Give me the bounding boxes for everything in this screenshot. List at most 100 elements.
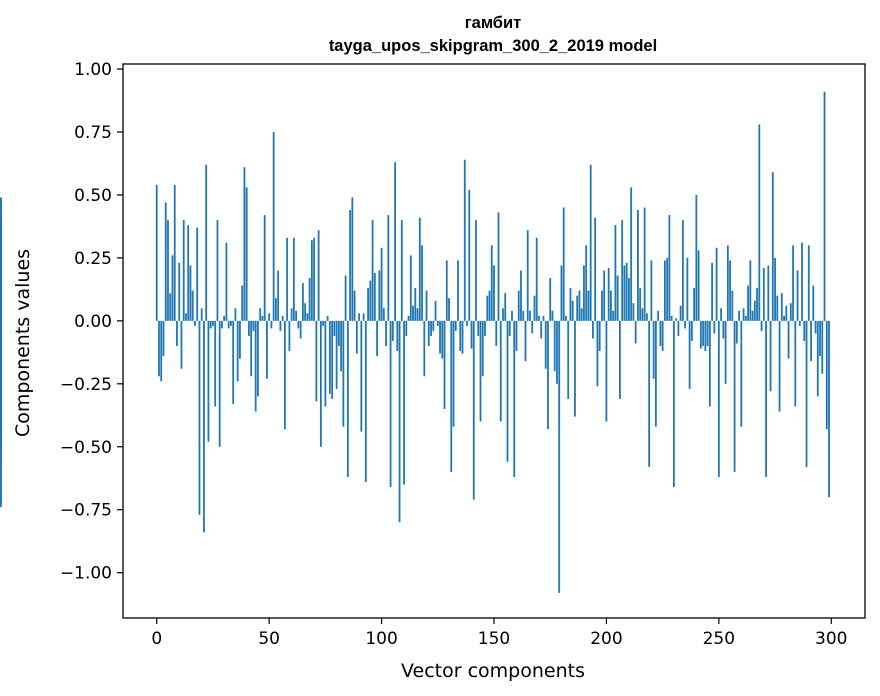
bar bbox=[533, 295, 536, 321]
bar bbox=[385, 320, 387, 347]
bar bbox=[306, 313, 309, 321]
bar bbox=[461, 320, 464, 354]
bar bbox=[389, 320, 392, 488]
bar bbox=[794, 320, 797, 407]
bar bbox=[776, 295, 779, 321]
y-tick-label: 0.25 bbox=[74, 249, 112, 269]
bar bbox=[551, 310, 554, 321]
bar bbox=[789, 303, 792, 321]
bar bbox=[292, 237, 295, 321]
bar bbox=[702, 320, 705, 347]
bar bbox=[436, 320, 439, 326]
bar bbox=[565, 315, 567, 321]
bar bbox=[160, 320, 163, 382]
bar bbox=[623, 265, 626, 321]
bar bbox=[558, 320, 561, 593]
bar bbox=[753, 300, 756, 321]
bar bbox=[252, 320, 255, 331]
bar bbox=[481, 320, 484, 377]
bar bbox=[722, 320, 725, 339]
bar bbox=[783, 315, 785, 321]
bar bbox=[524, 320, 527, 362]
bar bbox=[828, 320, 830, 498]
bar bbox=[207, 320, 210, 442]
bar bbox=[416, 308, 419, 321]
bar bbox=[479, 320, 482, 422]
bar bbox=[699, 320, 702, 349]
bar bbox=[765, 320, 767, 477]
bar bbox=[659, 320, 662, 347]
bar bbox=[769, 320, 772, 392]
bar bbox=[445, 260, 448, 321]
bar bbox=[724, 320, 727, 384]
bar bbox=[245, 187, 248, 321]
chart-title: гамбит bbox=[465, 14, 521, 32]
bar bbox=[493, 265, 495, 321]
x-tick-label: 150 bbox=[478, 629, 510, 649]
bar bbox=[580, 308, 583, 321]
bar bbox=[760, 320, 763, 331]
bar bbox=[517, 290, 520, 321]
bar bbox=[268, 313, 271, 321]
bar bbox=[450, 320, 453, 472]
bar bbox=[612, 310, 615, 321]
bar bbox=[457, 260, 459, 321]
bar bbox=[549, 278, 552, 321]
bar bbox=[720, 308, 722, 321]
bar bbox=[529, 310, 531, 321]
bar bbox=[632, 303, 635, 321]
bar bbox=[360, 320, 363, 432]
x-tick-label: 300 bbox=[815, 629, 847, 649]
bar bbox=[726, 245, 729, 321]
bar bbox=[304, 303, 307, 321]
bar bbox=[430, 320, 432, 336]
bar bbox=[628, 278, 630, 321]
bar bbox=[351, 197, 354, 321]
bar bbox=[758, 124, 761, 321]
bar bbox=[270, 320, 273, 329]
bar bbox=[405, 320, 408, 336]
bar bbox=[798, 320, 801, 326]
bar bbox=[825, 320, 828, 430]
bar bbox=[544, 320, 547, 369]
bar bbox=[801, 242, 803, 321]
bar bbox=[200, 308, 203, 321]
bar bbox=[553, 320, 556, 372]
x-tick-label: 0 bbox=[151, 629, 162, 649]
bar bbox=[556, 320, 558, 384]
x-tick-label: 100 bbox=[365, 629, 397, 649]
bar bbox=[353, 290, 356, 321]
bar bbox=[425, 290, 428, 321]
bar bbox=[191, 290, 194, 321]
bar bbox=[634, 320, 637, 344]
bar bbox=[486, 295, 489, 321]
bar bbox=[212, 320, 214, 326]
bar bbox=[466, 320, 468, 326]
bar bbox=[162, 320, 165, 357]
bar bbox=[670, 315, 673, 321]
bar bbox=[331, 320, 334, 399]
bar bbox=[371, 220, 374, 321]
bar bbox=[495, 320, 498, 347]
bar bbox=[693, 288, 696, 321]
bar bbox=[668, 215, 671, 321]
bar bbox=[774, 257, 776, 321]
bar bbox=[315, 320, 318, 402]
bar bbox=[821, 320, 824, 374]
x-tick-label: 50 bbox=[258, 629, 280, 649]
bar bbox=[335, 320, 338, 389]
bar bbox=[490, 245, 493, 321]
bar bbox=[358, 313, 360, 321]
bar bbox=[749, 260, 752, 321]
bar bbox=[522, 310, 525, 321]
bar bbox=[178, 262, 181, 321]
bar bbox=[605, 320, 608, 422]
bar bbox=[792, 245, 794, 321]
bar bbox=[499, 320, 502, 422]
bar bbox=[740, 320, 743, 427]
bar bbox=[216, 220, 219, 321]
bar bbox=[317, 230, 320, 321]
bar bbox=[807, 245, 810, 321]
bar bbox=[540, 320, 543, 339]
bar bbox=[571, 300, 574, 321]
